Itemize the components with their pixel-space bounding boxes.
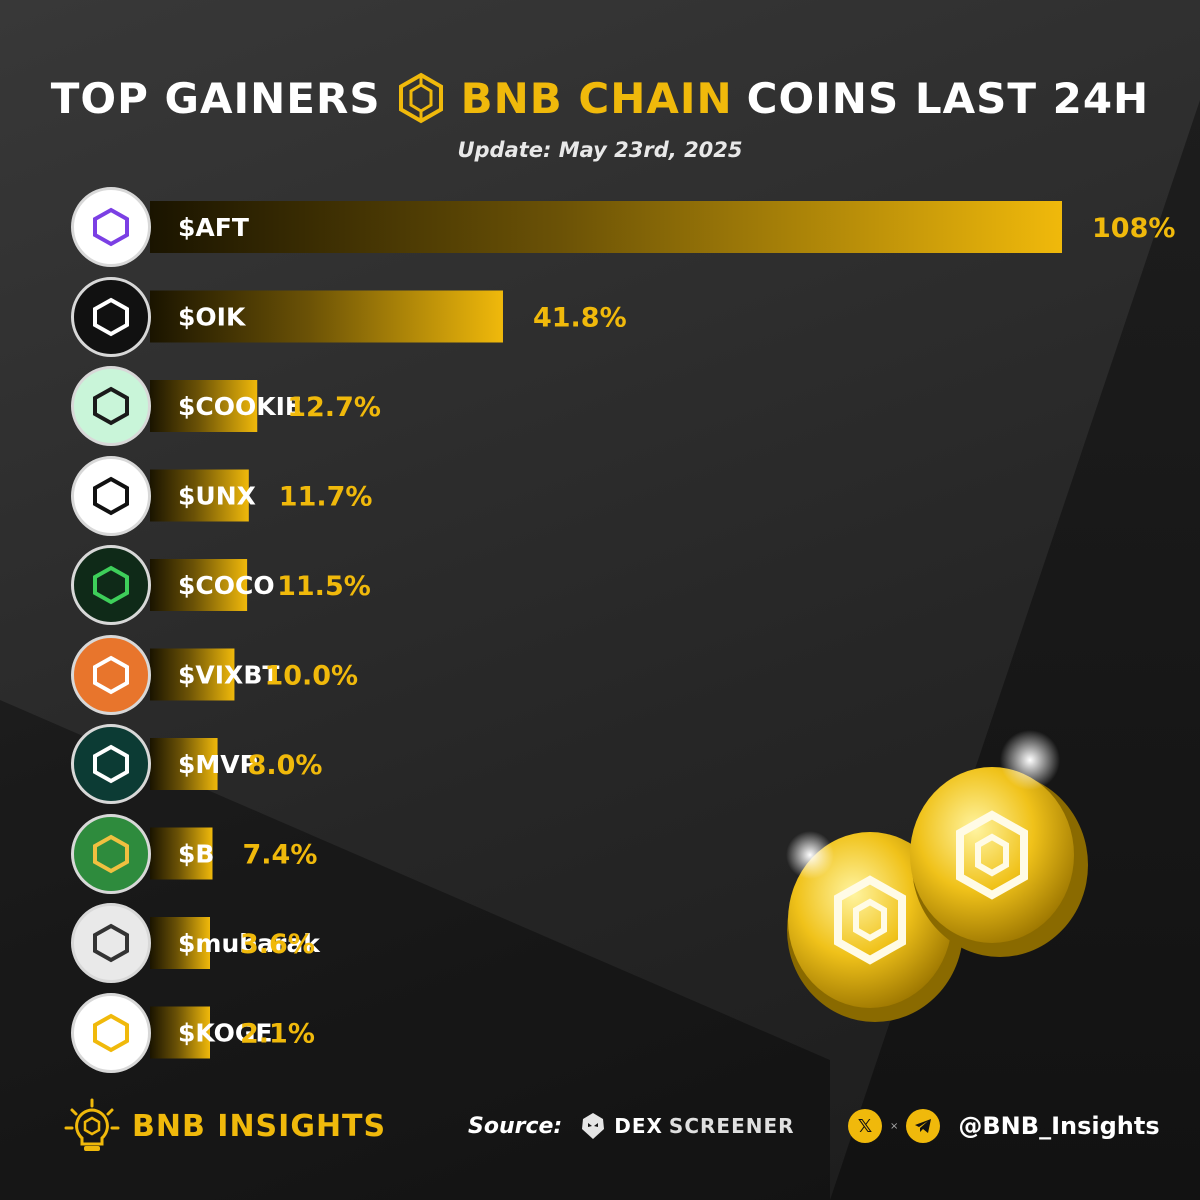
value-label: 8.0% (248, 750, 323, 781)
bar (150, 290, 503, 343)
social-handle[interactable]: @BNB_Insights (958, 1112, 1160, 1140)
value-label: 10.0% (264, 661, 358, 692)
bar (150, 917, 210, 969)
category-label: $VIXBT (178, 661, 279, 690)
value-label: 7.4% (242, 840, 317, 871)
title-part-2: COINS LAST 24H (746, 73, 1150, 123)
dexscreener-logo[interactable]: DEX SCREENER (578, 1111, 794, 1141)
category-label: $UNX (178, 482, 256, 511)
value-label: 12.7% (287, 392, 381, 423)
source-name-part-1: DEX (614, 1114, 663, 1138)
source-name-part-2: SCREENER (668, 1114, 795, 1138)
value-label: 2.1% (240, 1019, 315, 1050)
dexscreener-icon (582, 1113, 605, 1139)
category-label: $OIK (178, 303, 247, 332)
telegram-glyph (915, 1119, 932, 1133)
bar (150, 559, 248, 611)
value-label: 108% (1092, 213, 1175, 244)
brand-footer: BNB INSIGHTS (64, 1098, 386, 1154)
update-date: Update: May 23rd, 2025 (457, 138, 743, 162)
category-label: $KOGE (178, 1019, 273, 1048)
category-label: $AFT (178, 213, 249, 242)
spacenation-logo-icon (71, 276, 151, 357)
value-label: 3.6% (240, 929, 315, 960)
category-label: $COOKIE (178, 392, 302, 421)
videoxbt-logo-icon (71, 634, 151, 715)
lightbulb-bnb-icon (64, 1098, 120, 1151)
category-label: $B (178, 840, 214, 869)
value-label: 11.7% (279, 482, 373, 513)
bar (150, 201, 1062, 253)
unx-logo-icon (71, 455, 151, 536)
aft-logo-icon (71, 187, 151, 267)
koge-logo-icon (71, 992, 151, 1073)
category-label: $COCO (178, 571, 275, 600)
title-brand: BNB CHAIN (460, 73, 733, 123)
telegram-icon[interactable] (906, 1109, 941, 1143)
separator: × (890, 1120, 899, 1132)
category-label: $mubarak (178, 929, 321, 958)
source-label: Source: (468, 1113, 563, 1139)
bnb-coins-illustration (786, 730, 1088, 1022)
bar (150, 738, 218, 790)
bar (150, 1006, 210, 1059)
value-label: 41.8% (533, 303, 627, 334)
category-label: $MVP (178, 750, 258, 779)
cryptosocks-logo-icon (71, 724, 151, 804)
social-footer: 𝕏 × @BNB_Insights (848, 1098, 1160, 1154)
bar (150, 648, 235, 701)
bar (150, 380, 258, 432)
x-icon[interactable]: 𝕏 (848, 1109, 882, 1143)
bar (150, 827, 213, 880)
mubarak-logo-icon (71, 903, 151, 983)
lion-logo-icon (71, 813, 151, 894)
bnb-chain-icon (398, 72, 443, 124)
cococoin-logo-icon (71, 545, 151, 625)
cookie-logo-icon (71, 366, 151, 446)
source-footer: Source: DEX SCREENER (468, 1098, 795, 1154)
value-label: 11.5% (277, 571, 371, 602)
brand-name: BNB INSIGHTS (132, 1108, 387, 1144)
bar (150, 469, 249, 522)
title-part-1: TOP GAINERS (50, 73, 381, 123)
page-title: TOP GAINERS BNB CHAIN COINS LAST 24H (0, 66, 1200, 130)
